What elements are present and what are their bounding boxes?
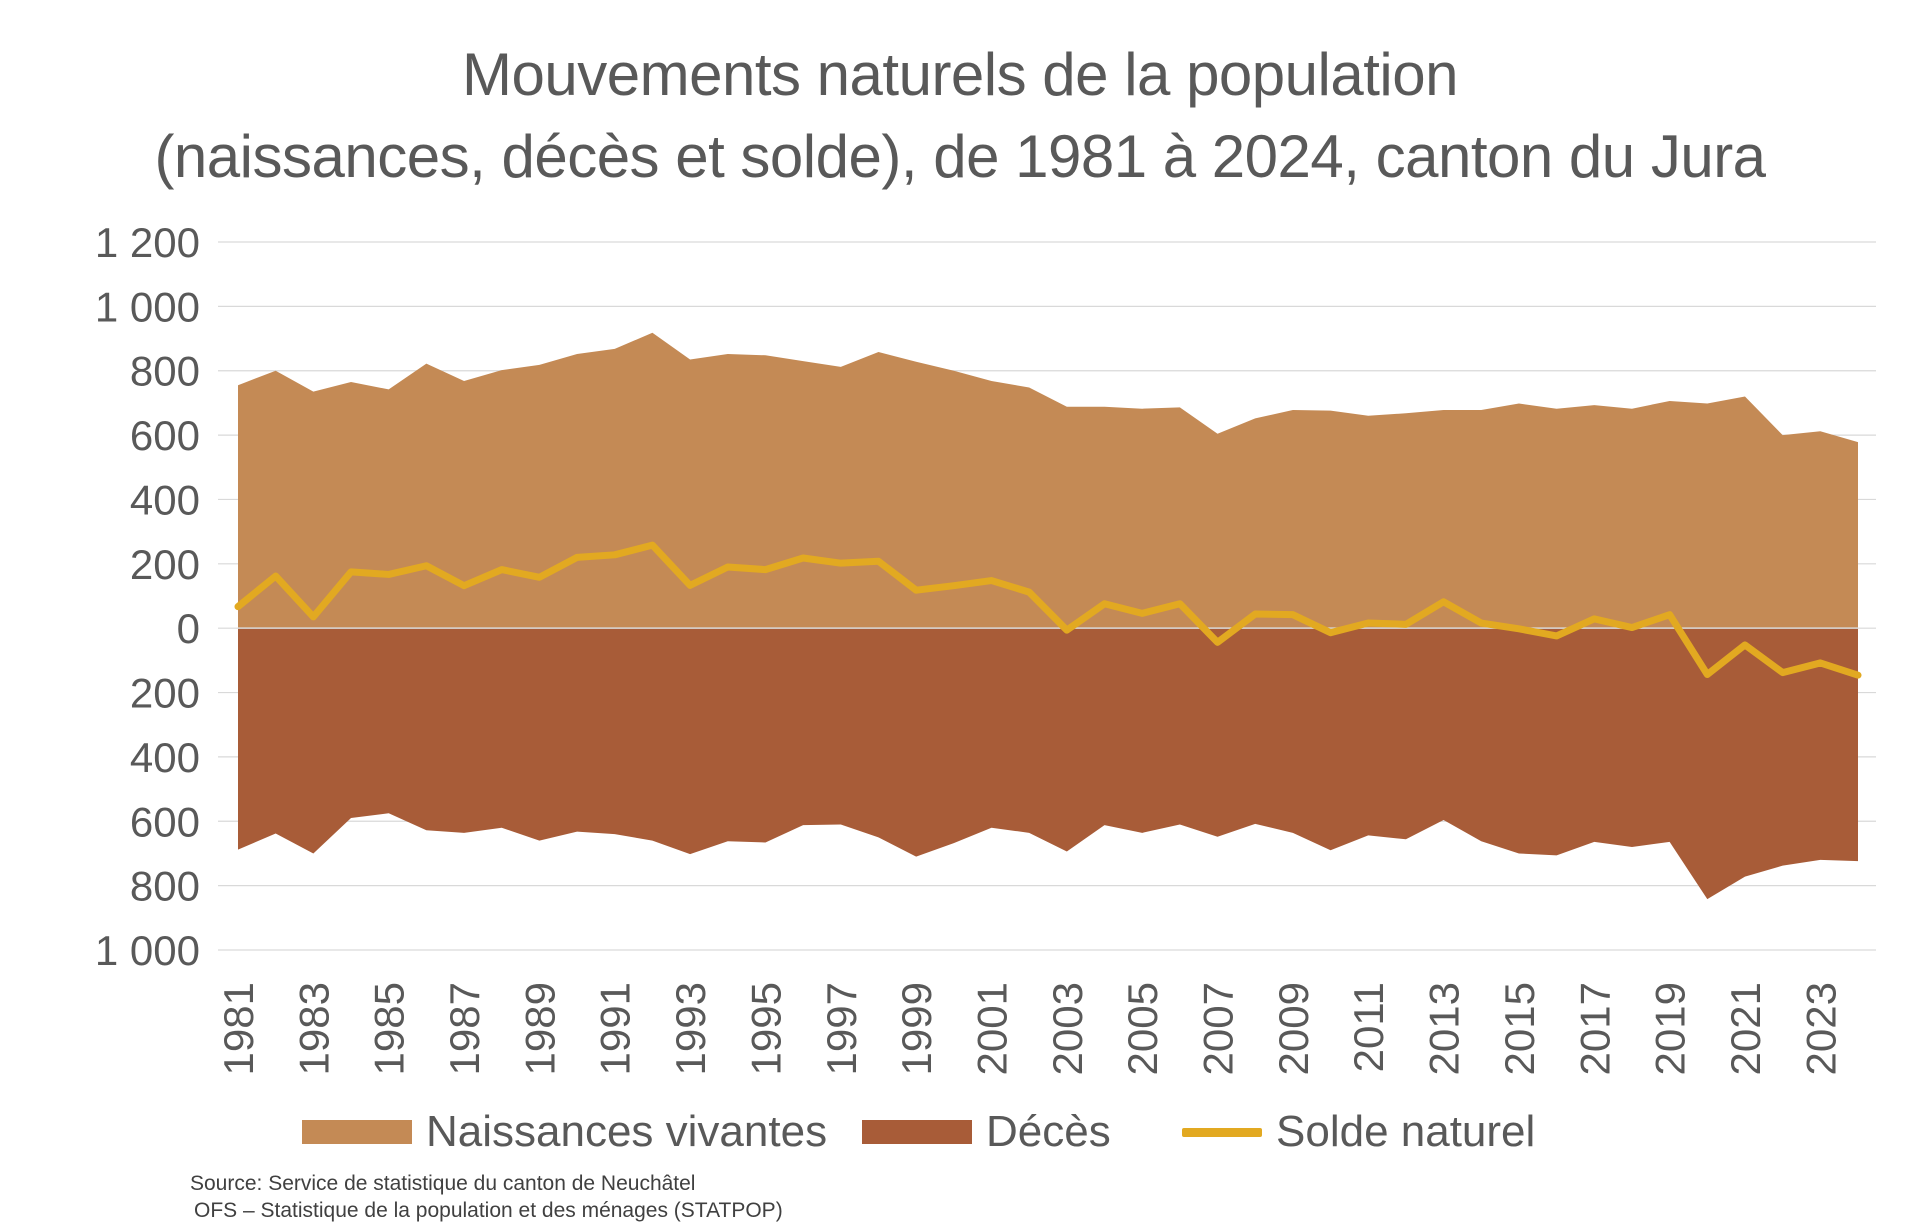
y-tick-label: 400 — [130, 476, 200, 523]
x-tick-label: 2017 — [1571, 982, 1618, 1075]
x-tick-label: 1999 — [893, 982, 940, 1075]
y-tick-label: 800 — [130, 863, 200, 910]
y-tick-label: 1 000 — [95, 283, 200, 330]
x-tick-label: 1985 — [366, 982, 413, 1075]
y-tick-label: 1 200 — [95, 219, 200, 266]
legend-swatch-solde — [1182, 1127, 1262, 1137]
chart-title: Mouvements naturels de la population — [462, 41, 1458, 108]
legend-label-naissances: Naissances vivantes — [426, 1107, 828, 1156]
x-tick-label: 2021 — [1722, 982, 1769, 1075]
y-tick-label: 200 — [130, 541, 200, 588]
x-tick-label: 2015 — [1496, 982, 1543, 1075]
legend-swatch-naissances — [302, 1120, 412, 1144]
x-tick-label: 2013 — [1421, 982, 1468, 1075]
x-tick-label: 2023 — [1797, 982, 1844, 1075]
line-solde-naturel — [234, 541, 1862, 679]
x-tick-label: 1989 — [516, 982, 563, 1075]
y-tick-label: 800 — [130, 348, 200, 395]
legend-item-deces: Décès — [862, 1100, 1111, 1164]
area-naissances — [238, 332, 1858, 629]
x-tick-label: 2007 — [1195, 982, 1242, 1075]
x-tick-label: 1987 — [441, 982, 488, 1075]
source-line-2: OFS – Statistique de la population et de… — [194, 1199, 783, 1222]
x-tick-label: 2019 — [1647, 982, 1694, 1075]
chart-subtitle: (naissances, décès et solde), de 1981 à … — [154, 123, 1766, 190]
y-tick-label: 600 — [130, 412, 200, 459]
x-tick-label: 2009 — [1270, 982, 1317, 1075]
source-note: Source: Service de statistique du canton… — [190, 1170, 783, 1224]
y-tick-label: 600 — [130, 798, 200, 845]
y-tick-label: 1 000 — [95, 927, 200, 974]
legend-item-naissances: Naissances vivantes — [302, 1100, 827, 1164]
y-tick-label: 200 — [130, 670, 200, 717]
x-tick-label: 2011 — [1345, 982, 1392, 1072]
x-tick-label: 1981 — [215, 982, 262, 1075]
y-tick-label: 400 — [130, 734, 200, 781]
area-deces — [238, 628, 1858, 900]
chart-title-block: Mouvements naturels de la population (na… — [0, 34, 1920, 198]
legend-label-solde: Solde naturel — [1276, 1107, 1536, 1156]
legend-swatch-deces — [862, 1120, 972, 1144]
x-tick-label: 1993 — [667, 982, 714, 1075]
source-line-1: Source: Service de statistique du canton… — [190, 1172, 696, 1195]
x-tick-label: 1983 — [290, 982, 337, 1075]
x-tick-label: 1997 — [818, 982, 865, 1075]
x-tick-label: 2003 — [1044, 982, 1091, 1075]
x-tick-label: 2001 — [968, 982, 1015, 1075]
x-tick-label: 1995 — [742, 982, 789, 1075]
legend-label-deces: Décès — [986, 1107, 1111, 1156]
y-tick-label: 0 — [177, 605, 200, 652]
legend-item-solde: Solde naturel — [1182, 1100, 1535, 1164]
chart-legend: Naissances vivantes Décès Solde naturel — [0, 1100, 1920, 1164]
x-tick-label: 2005 — [1119, 982, 1166, 1075]
x-tick-label: 1991 — [592, 982, 639, 1075]
